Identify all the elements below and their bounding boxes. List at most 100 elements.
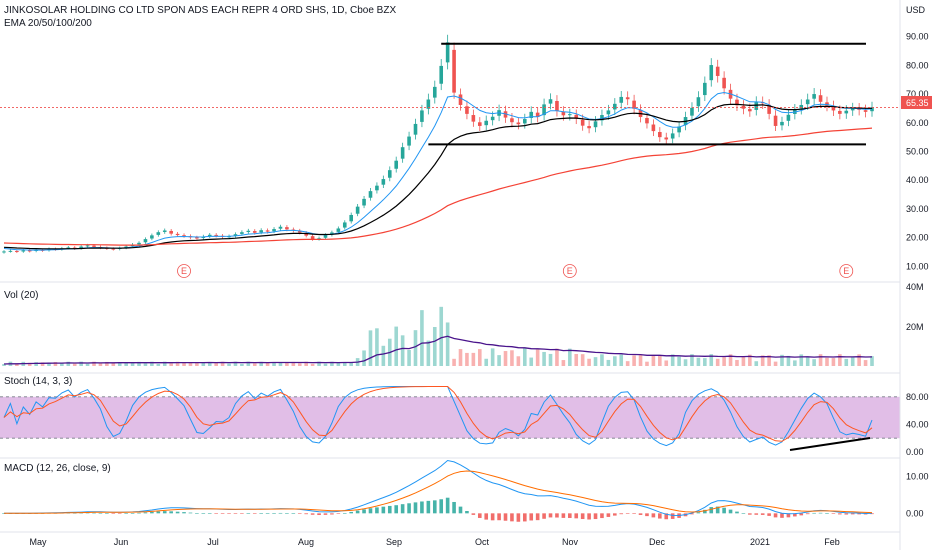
macd-histogram-bar [548, 513, 553, 518]
volume-bar [426, 340, 431, 366]
macd-histogram-bar [651, 513, 656, 518]
macd-histogram-bar [568, 513, 572, 518]
volume-bar [2, 364, 6, 366]
macd-histogram-bar [619, 513, 624, 515]
volume-bar [214, 362, 218, 366]
price-candle [812, 94, 816, 99]
price-candle [233, 234, 238, 236]
volume-bar [98, 363, 103, 366]
price-candle [310, 236, 315, 240]
price-candle [613, 103, 617, 110]
earnings-marker-label: E [567, 266, 573, 276]
macd-histogram-bar [72, 512, 77, 514]
volume-bar [85, 363, 90, 366]
volume-bar [368, 330, 373, 366]
volume-bar [227, 363, 231, 366]
volume-bar [66, 361, 71, 366]
earnings-marker [177, 264, 191, 278]
volume-bar [47, 362, 51, 366]
price-candle [452, 49, 456, 93]
volume-bar [285, 362, 289, 366]
price-tick-label: 90.00 [906, 32, 929, 42]
price-tick-label: 70.00 [906, 89, 929, 99]
volume-bar [651, 354, 656, 366]
macd-histogram-bar [529, 513, 534, 521]
macd-histogram-bar [342, 513, 347, 514]
macd-histogram-bar [722, 507, 726, 514]
macd-histogram-bar [555, 513, 559, 518]
macd-histogram-bar [156, 511, 161, 514]
time-tick-label: Sep [386, 537, 402, 547]
macd-histogram-bar [786, 513, 791, 518]
macd-histogram-bar [272, 513, 276, 514]
currency-label[interactable]: USD [906, 5, 926, 15]
volume-bar [407, 349, 411, 366]
macd-histogram-bar [735, 511, 739, 514]
macd-histogram-bar [407, 503, 411, 514]
volume-bar [27, 362, 32, 366]
volume-bar [317, 361, 321, 366]
earnings-marker [839, 264, 854, 278]
volume-bar [683, 359, 688, 366]
macd-histogram-bar [387, 505, 392, 514]
macd-histogram-bar [857, 513, 861, 515]
price-candle [709, 65, 714, 81]
macd-histogram-bar [645, 513, 649, 517]
price-candle [490, 116, 495, 121]
volume-bar [445, 322, 450, 366]
volume-bar [645, 361, 649, 366]
volume-bar [767, 355, 771, 366]
macd-histogram-bar [465, 510, 469, 514]
volume-bar [838, 354, 842, 366]
volume-bar [201, 362, 206, 366]
macd-histogram-bar [754, 513, 759, 515]
ema-line [3, 91, 873, 251]
stoch-tick-label: 80.00 [906, 392, 929, 402]
macd-histogram-bar [111, 513, 116, 514]
macd-histogram-bar [432, 500, 437, 514]
macd-histogram-bar [92, 512, 96, 514]
macd-histogram-bar [278, 512, 283, 514]
volume-bar [561, 360, 566, 366]
volume-bar [728, 354, 733, 366]
macd-histogram-bar [259, 513, 263, 514]
volume-bar [587, 358, 591, 366]
macd-histogram-bar [188, 512, 193, 514]
volume-bar [342, 362, 347, 366]
price-candle [15, 251, 19, 253]
macd-histogram-bar [805, 513, 810, 515]
macd-histogram-bar [523, 513, 527, 522]
macd-histogram-bar [715, 506, 720, 514]
price-candle [587, 126, 591, 129]
price-candle [143, 239, 148, 243]
price-candle [580, 119, 585, 126]
time-tick-label: Jul [207, 537, 219, 547]
price-candle [323, 235, 328, 238]
volume-bar [137, 361, 141, 366]
price-candle [169, 230, 173, 234]
price-candle [748, 109, 752, 112]
price-candle [696, 97, 701, 107]
volume-bar [439, 306, 444, 366]
price-candle [619, 96, 624, 103]
price-candle [439, 65, 444, 84]
macd-histogram-bar [227, 513, 231, 514]
price-candle [297, 230, 302, 233]
price-candle [375, 185, 379, 191]
price-tick-label: 50.00 [906, 147, 929, 157]
price-candle [844, 110, 849, 114]
volume-bar [658, 355, 662, 366]
macd-histogram-bar [175, 511, 180, 514]
price-candle [207, 234, 212, 237]
macd-histogram-bar [452, 501, 456, 514]
price-candle [156, 232, 161, 235]
volume-bar [535, 349, 540, 366]
price-candle [503, 111, 508, 118]
macd-histogram-bar [79, 512, 83, 514]
volume-bar [240, 363, 244, 366]
ema-line [3, 103, 872, 250]
volume-bar [844, 358, 849, 366]
earnings-marker [562, 264, 577, 278]
macd-histogram-bar [400, 504, 405, 514]
